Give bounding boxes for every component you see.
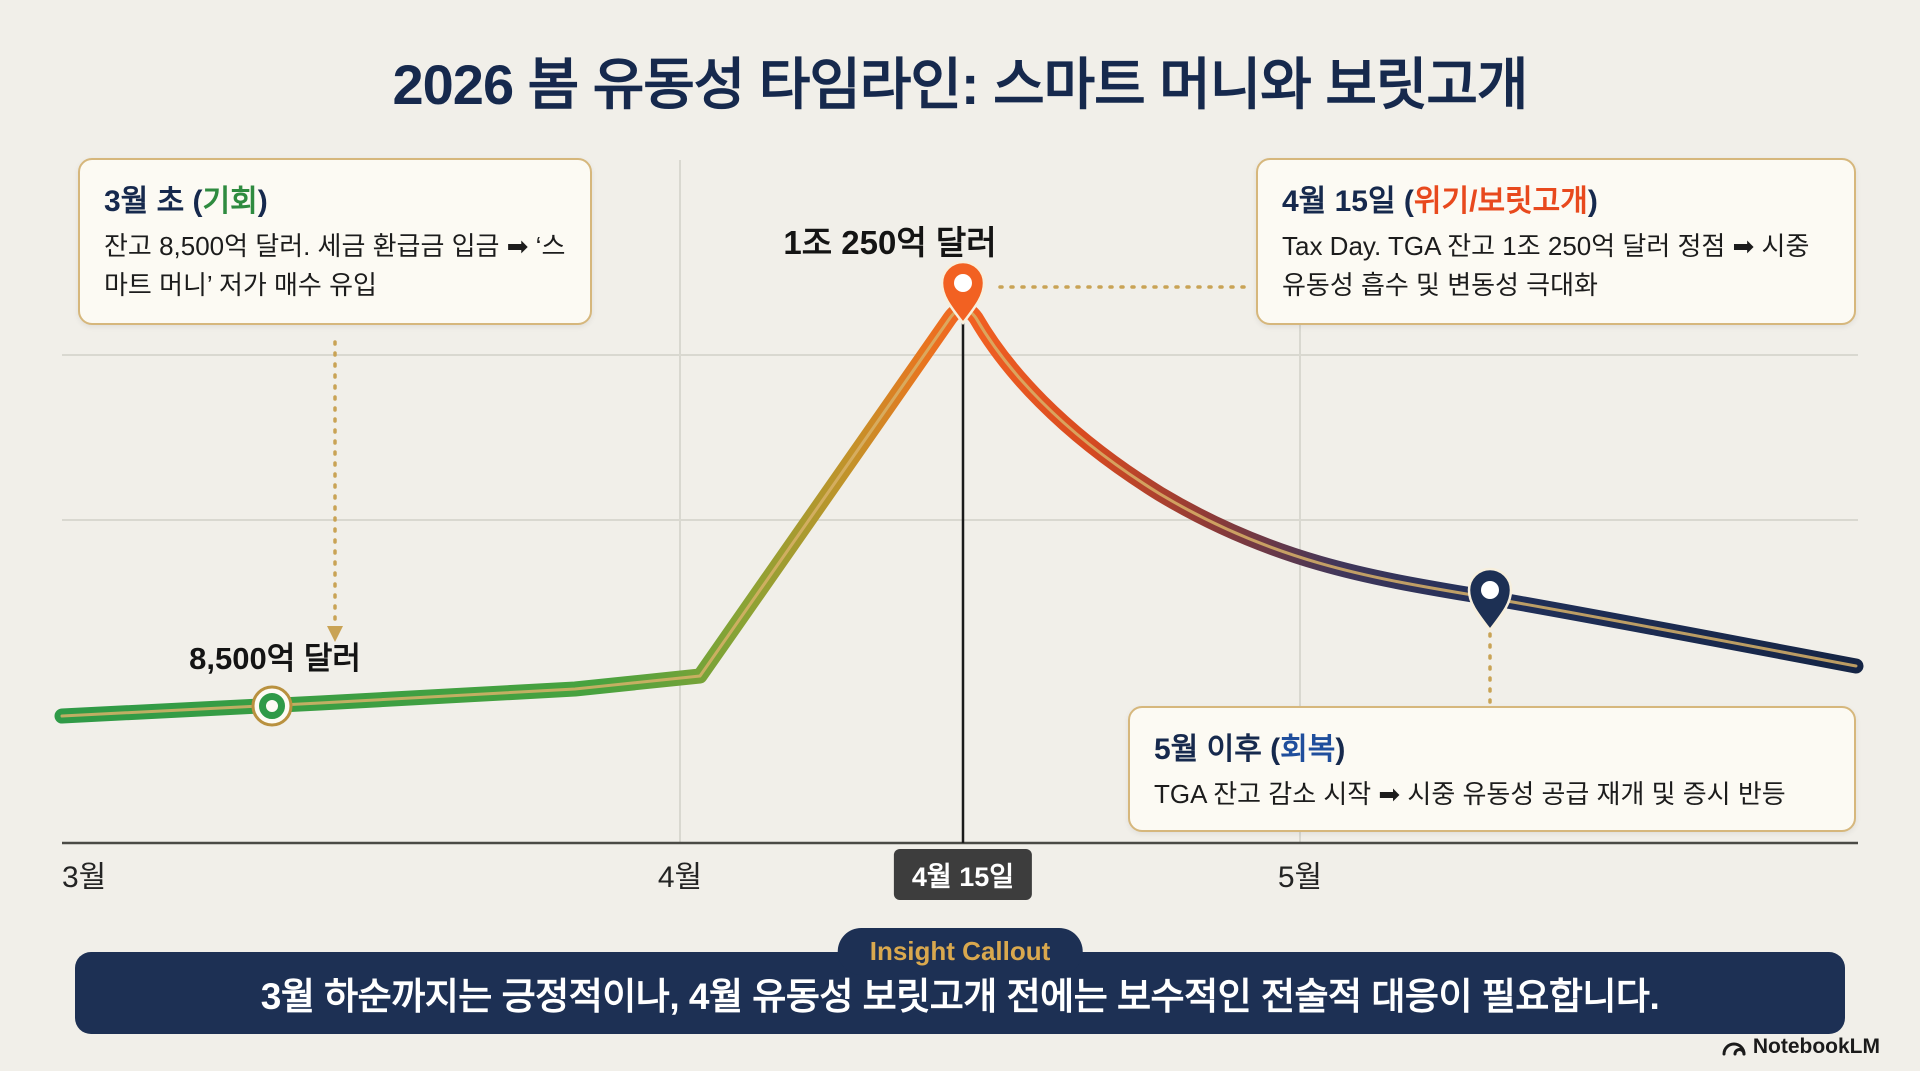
insight-callout-badge: Insight Callout	[837, 928, 1083, 975]
callout-march-title: 3월 초 (기회)	[104, 176, 566, 220]
peak-value-label: 1조 250억 달러	[783, 224, 997, 261]
callout-april-title-tag: 위기/보릿고개	[1413, 185, 1588, 218]
callout-may-title-close: )	[1335, 733, 1346, 766]
liquidity-line-gold-stripe	[60, 307, 1858, 718]
callout-april-title: 4월 15일 (위기/보릿고개)	[1282, 176, 1830, 220]
insight-text: 3월 하순까지는 긍정적이나, 4월 유동성 보릿고개 전에는 보수적인 전술적…	[260, 976, 1660, 1017]
connector-arrowhead	[327, 626, 343, 642]
callout-march-title-tag: 기회	[202, 185, 258, 218]
notebooklm-logo-icon	[1722, 1042, 1746, 1056]
callout-april-title-text: 4월 15일 (	[1282, 185, 1414, 218]
axis-tick-march: 3월	[62, 861, 107, 894]
axis-tick-april: 4월	[657, 861, 703, 894]
callout-may-body: TGA 잔고 감소 시작 ➡ 시중 유동성 공급 재개 및 증시 반등	[1154, 779, 1786, 809]
footer-brand: NotebookLM	[1722, 1035, 1880, 1059]
callout-march-body: 잔고 8,500억 달러. 세금 환급금 입금 ➡ ‘스마트 머니’ 저가 매수…	[104, 231, 566, 300]
callout-march-title-text: 3월 초 (	[104, 185, 203, 218]
callout-may-title-tag: 회복	[1280, 733, 1336, 766]
footer-brand-label: NotebookLM	[1752, 1035, 1880, 1058]
callout-april-crisis: 4월 15일 (위기/보릿고개) Tax Day. TGA 잔고 1조 250억…	[1256, 158, 1856, 325]
march-marker-icon	[251, 685, 293, 727]
callout-may-title: 5월 이후 (회복)	[1154, 724, 1830, 768]
page-title: 2026 봄 유동성 타임라인: 스마트 머니와 보릿고개	[392, 53, 1529, 116]
may-pin-icon	[1467, 567, 1513, 633]
callout-march-title-close: )	[257, 185, 268, 218]
callout-connectors	[333, 285, 1492, 704]
callout-may-recovery: 5월 이후 (회복) TGA 잔고 감소 시작 ➡ 시중 유동성 공급 재개 및…	[1128, 706, 1856, 832]
callout-april-body: Tax Day. TGA 잔고 1조 250억 달러 정점 ➡ 시중 유동성 흡…	[1282, 231, 1810, 300]
axis-tick-may: 5월	[1277, 861, 1323, 894]
axis-tick-april15-badge: 4월 15일	[893, 849, 1033, 900]
callout-may-title-text: 5월 이후 (	[1154, 733, 1281, 766]
callout-april-title-close: )	[1587, 185, 1598, 218]
callout-march-opportunity: 3월 초 (기회) 잔고 8,500억 달러. 세금 환급금 입금 ➡ ‘스마트…	[78, 158, 592, 325]
low-value-label: 8,500억 달러	[189, 641, 361, 676]
april15-pin-icon	[940, 260, 986, 326]
